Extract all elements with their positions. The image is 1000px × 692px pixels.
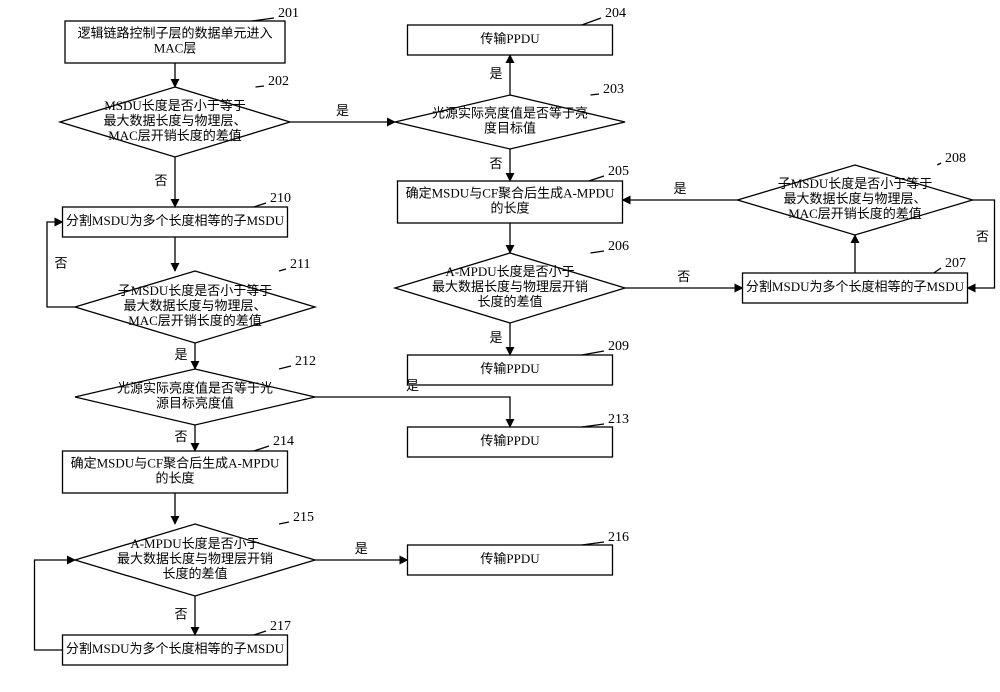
edge-label: 否 (174, 429, 187, 444)
node-n207: 分割MSDU为多个长度相等的子MSDU (743, 273, 968, 303)
node-text-n213-l0: 传输PPDU (480, 433, 540, 448)
node-n215: A-MPDU长度是否小于最大数据长度与物理层开销长度的差值 (75, 524, 315, 596)
edge-label: 是 (355, 541, 368, 556)
edge-label: 是 (489, 66, 502, 81)
edge-label: 否 (976, 229, 989, 244)
node-n210: 分割MSDU为多个长度相等的子MSDU (63, 207, 288, 237)
num-n209: 209 (608, 339, 629, 354)
leader-n204 (582, 18, 601, 25)
leader-n214 (254, 446, 269, 451)
node-text-n203-l1: 度目标值 (484, 120, 536, 135)
node-text-n207-l0: 分割MSDU为多个长度相等的子MSDU (746, 279, 965, 294)
node-text-n216-l0: 传输PPDU (480, 551, 540, 566)
node-text-n214-l0: 确定MSDU与CF聚合后生成A-MPDU (71, 455, 280, 470)
leader-n206 (591, 251, 605, 253)
edge-label: 是 (174, 347, 187, 362)
edge-path (968, 200, 995, 288)
num-n214: 214 (273, 434, 294, 449)
node-n209: 传输PPDU (408, 355, 613, 385)
num-n206: 206 (608, 239, 629, 254)
edge-label: 是 (336, 103, 349, 118)
node-text-n208-l0: 子MSDU长度是否小于等于 (778, 176, 933, 191)
num-n201: 201 (278, 6, 299, 21)
num-n203: 203 (603, 82, 624, 97)
node-text-n212-l0: 光源实际亮度值是否等于光 (117, 380, 273, 395)
num-n210: 210 (270, 191, 291, 206)
edge-label: 否 (154, 173, 167, 188)
node-text-n203-l0: 光源实际亮度值是否等于亮 (432, 105, 588, 120)
num-n213: 213 (608, 412, 629, 427)
num-n202: 202 (268, 74, 289, 89)
leader-n202 (256, 86, 265, 87)
leader-n207 (934, 268, 941, 273)
edge-label: 是 (489, 330, 502, 345)
leader-n215 (279, 522, 289, 524)
node-text-n212-l1: 源目标亮度值 (156, 395, 234, 410)
node-n201: 逻辑链路控制子层的数据单元进入MAC层 (65, 21, 285, 63)
node-text-n202-l2: MAC层开销长度的差值 (108, 128, 242, 143)
edge-label: 否 (677, 269, 690, 284)
node-text-n208-l1: 最大数据长度与物理层、 (783, 191, 926, 206)
node-text-n206-l1: 最大数据长度与物理层开销 (432, 279, 588, 294)
node-text-n208-l2: MAC层开销长度的差值 (788, 206, 922, 221)
node-n217: 分割MSDU为多个长度相等的子MSDU (63, 635, 288, 665)
edge-label: 否 (489, 156, 502, 171)
node-text-n201-l0: 逻辑链路控制子层的数据单元进入 (77, 25, 272, 40)
num-n216: 216 (608, 530, 629, 545)
node-text-n204-l0: 传输PPDU (480, 31, 540, 46)
edge-label: 否 (54, 255, 67, 270)
node-n202: MSDU长度是否小于等于最大数据长度与物理层、MAC层开销长度的差值 (60, 87, 290, 157)
leader-n205 (589, 176, 604, 181)
node-text-n205-l1: 的长度 (490, 200, 529, 215)
num-n208: 208 (945, 151, 966, 166)
node-text-n202-l1: 最大数据长度与物理层、 (103, 113, 246, 128)
edge-label: 否 (174, 606, 187, 621)
leader-n212 (279, 366, 291, 369)
num-n211: 211 (290, 257, 310, 272)
node-n205: 确定MSDU与CF聚合后生成A-MPDU的长度 (398, 181, 623, 223)
node-text-n205-l0: 确定MSDU与CF聚合后生成A-MPDU (406, 185, 615, 200)
node-n216: 传输PPDU (408, 545, 613, 575)
node-text-n215-l1: 最大数据长度与物理层开销 (117, 551, 273, 566)
num-n217: 217 (270, 619, 291, 634)
node-n208: 子MSDU长度是否小于等于最大数据长度与物理层、MAC层开销长度的差值 (738, 165, 973, 235)
node-text-n217-l0: 分割MSDU为多个长度相等的子MSDU (66, 641, 285, 656)
node-n212: 光源实际亮度值是否等于光源目标亮度值 (75, 369, 315, 425)
node-text-n206-l2: 长度的差值 (477, 294, 542, 309)
node-text-n214-l1: 的长度 (155, 470, 194, 485)
num-n205: 205 (608, 164, 629, 179)
num-n204: 204 (605, 6, 626, 21)
node-text-n211-l2: MAC层开销长度的差值 (128, 313, 262, 328)
node-text-n210-l0: 分割MSDU为多个长度相等的子MSDU (66, 213, 285, 228)
node-n211: 子MSDU长度是否小于等于最大数据长度与物理层、MAC层开销长度的差值 (75, 271, 315, 343)
leader-n211 (279, 269, 286, 271)
num-n207: 207 (945, 256, 966, 271)
num-n215: 215 (293, 510, 314, 525)
node-text-n209-l0: 传输PPDU (480, 361, 540, 376)
node-text-n215-l0: A-MPDU长度是否小于 (130, 536, 259, 551)
node-text-n201-l1: MAC层 (154, 40, 197, 55)
node-n214: 确定MSDU与CF聚合后生成A-MPDU的长度 (63, 451, 288, 493)
node-n206: A-MPDU长度是否小于最大数据长度与物理层开销长度的差值 (395, 253, 625, 323)
node-text-n211-l1: 最大数据长度与物理层、 (123, 298, 266, 313)
node-n213: 传输PPDU (408, 427, 613, 457)
leader-n208 (937, 163, 941, 165)
num-n212: 212 (295, 354, 316, 369)
leader-n203 (591, 94, 600, 95)
node-text-n211-l0: 子MSDU长度是否小于等于 (118, 283, 273, 298)
node-n203: 光源实际亮度值是否等于亮度目标值 (395, 95, 625, 149)
node-text-n206-l0: A-MPDU长度是否小于 (445, 264, 574, 279)
edge-label: 是 (673, 181, 686, 196)
node-text-n215-l2: 长度的差值 (162, 566, 227, 581)
node-text-n202-l0: MSDU长度是否小于等于 (104, 98, 246, 113)
node-n204: 传输PPDU (408, 25, 613, 55)
edge-label: 是 (406, 378, 419, 393)
edge-path (315, 397, 510, 427)
